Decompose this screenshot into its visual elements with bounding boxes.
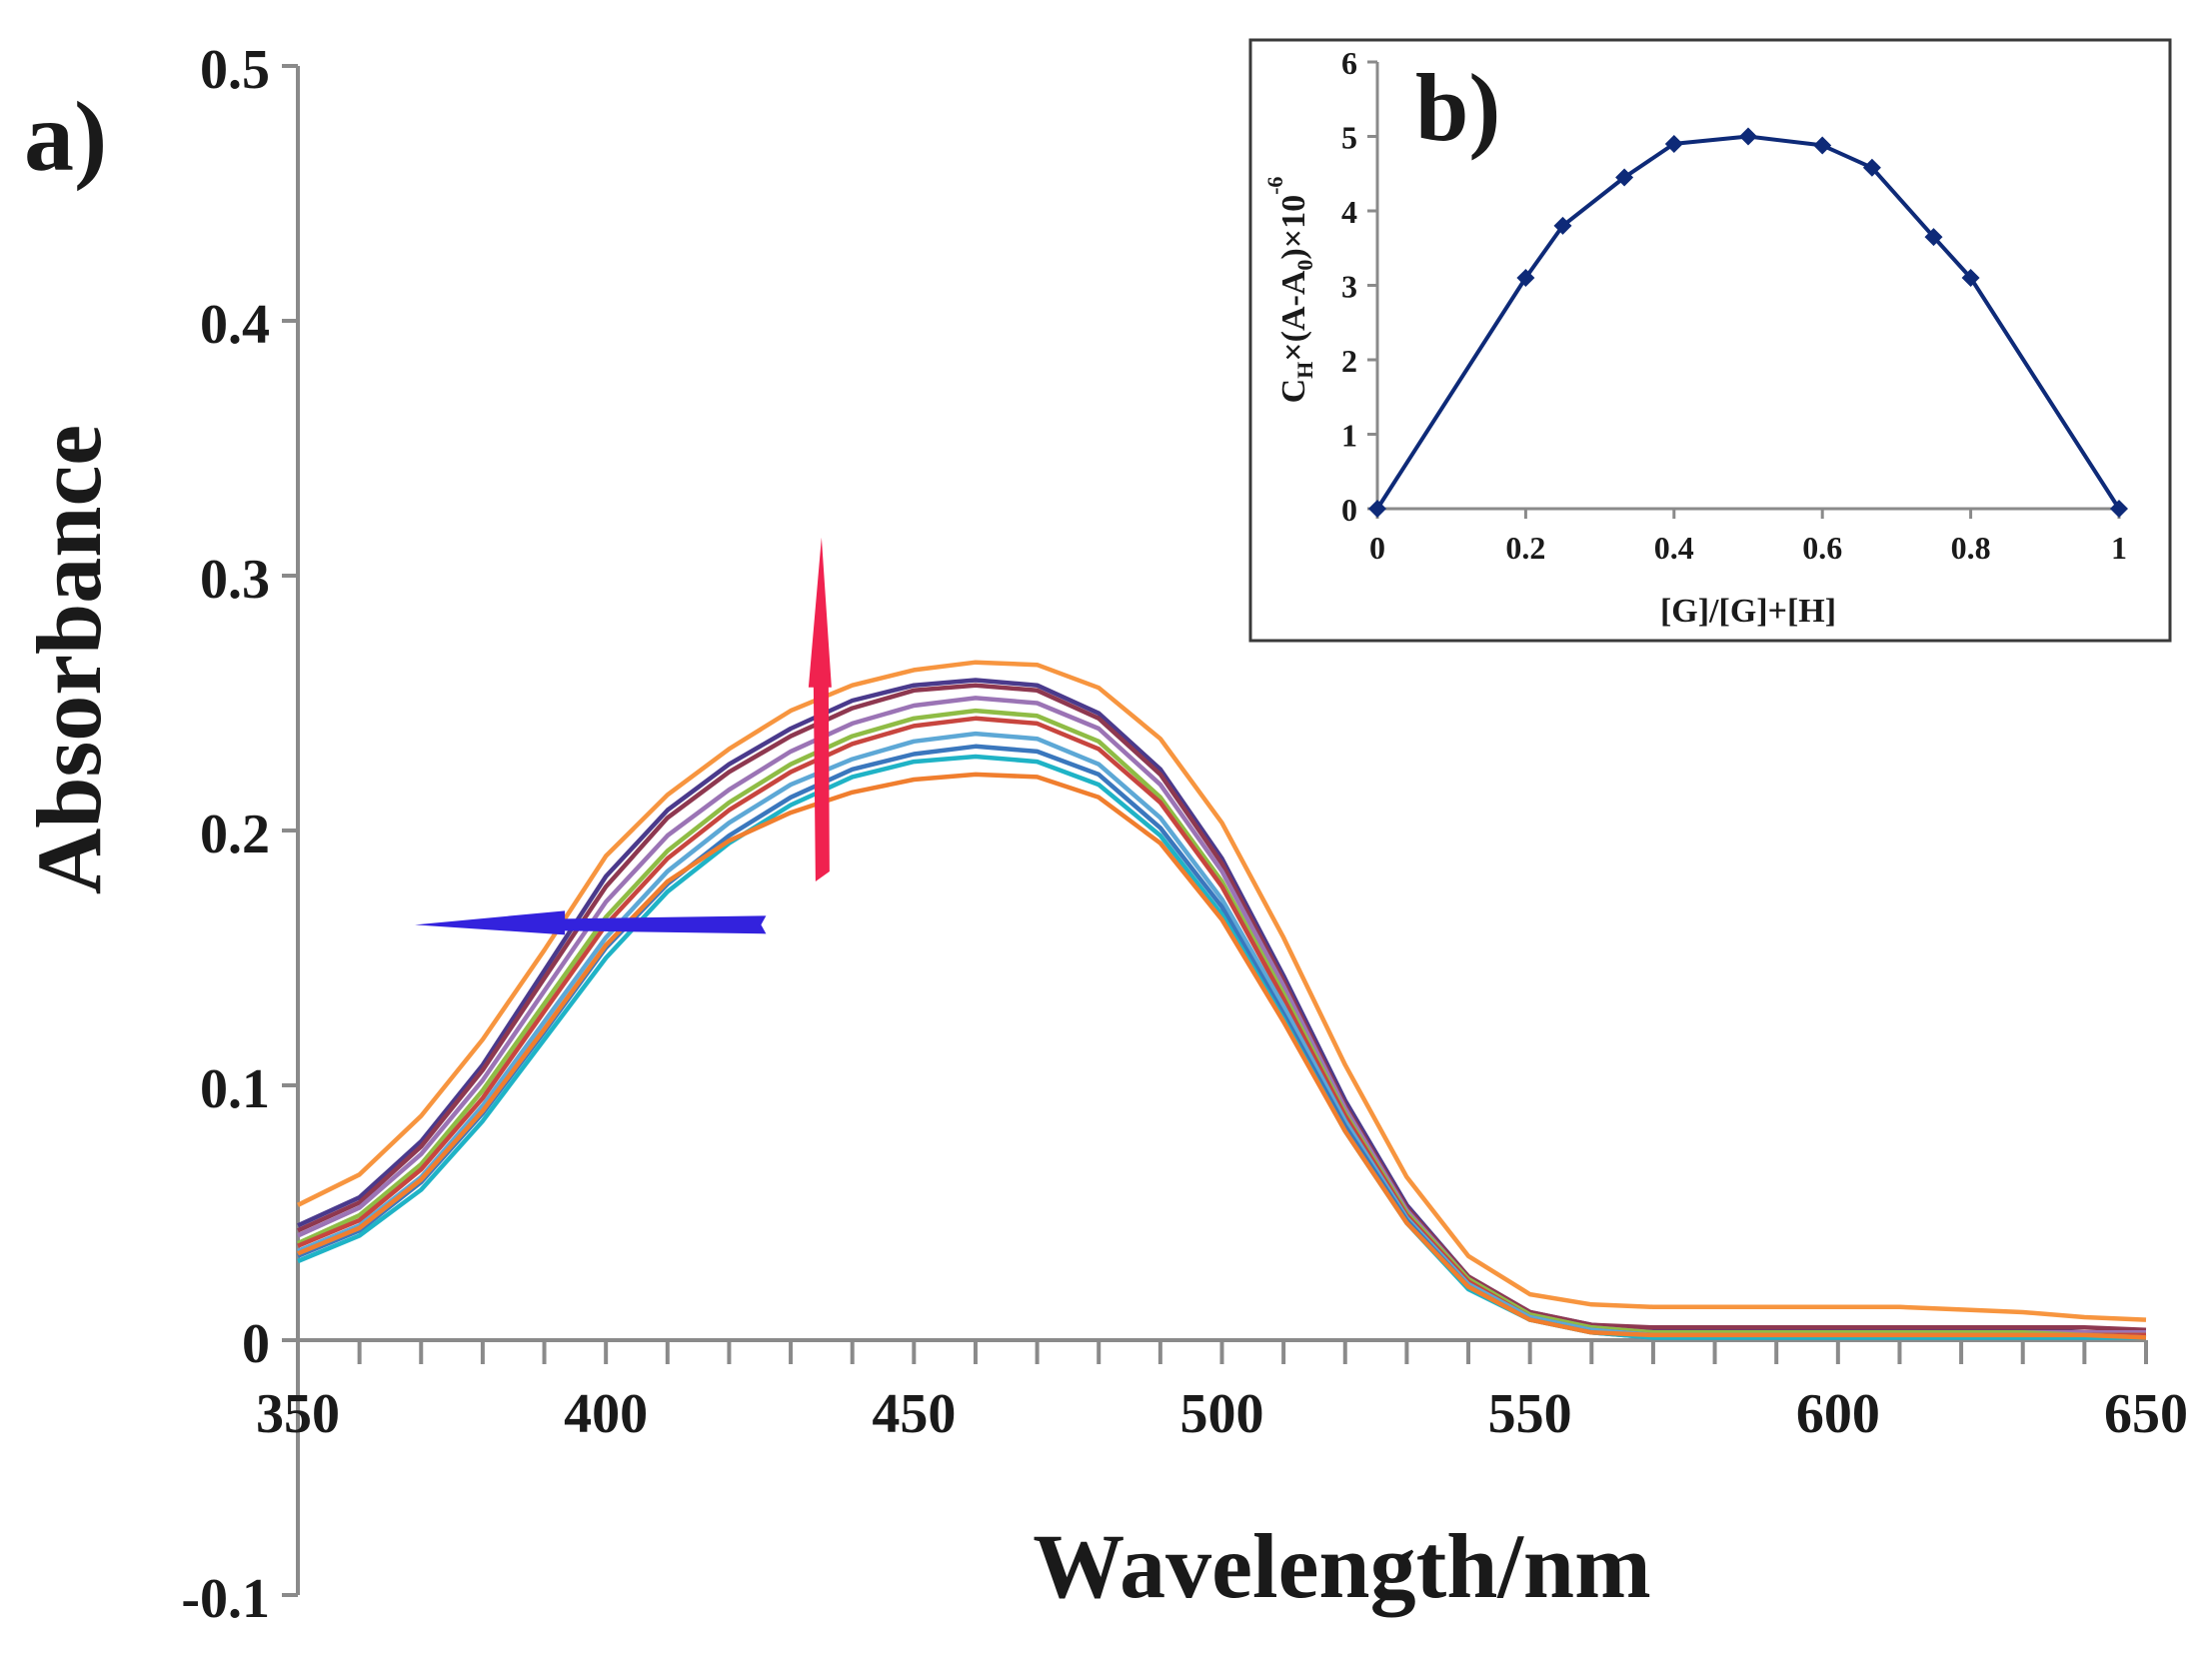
inset-data-point (1924, 228, 1943, 247)
inset-frame (1248, 38, 2172, 643)
inset-data-point (1862, 158, 1881, 177)
y-tick-label: 0 (242, 1313, 270, 1375)
y-tick-label: 0.3 (200, 549, 270, 611)
inset-data-point (1553, 216, 1572, 235)
x-tick-label: 500 (1180, 1383, 1264, 1445)
inset-data-point (1664, 134, 1683, 153)
x-tick-label: 550 (1488, 1383, 1572, 1445)
inset-x-tick-label: 0.8 (1951, 530, 1991, 566)
panel-label-a: a) (24, 81, 107, 192)
inset-x-tick-label: 0.6 (1802, 530, 1842, 566)
panel-label-b: b) (1415, 54, 1500, 161)
inset-data-point (1739, 127, 1757, 146)
inset-x-tick-label: 1 (2111, 530, 2127, 566)
y-tick-label: 0.2 (200, 804, 270, 865)
inset-y-axis-title: CH×(A-A0)×10-6 (1262, 177, 1317, 404)
inset-y-tick-label: 1 (1341, 418, 1357, 454)
x-tick-label: 650 (2104, 1383, 2188, 1445)
y-tick-label: 0.1 (200, 1058, 270, 1120)
inset-data-point (2110, 500, 2128, 518)
inset-data-point (1813, 136, 1832, 155)
inset-data-point (1516, 269, 1535, 288)
y-tick-label: 0.4 (200, 294, 270, 356)
y-tick-label: 0.5 (200, 39, 270, 101)
inset-data-point (1615, 168, 1634, 187)
series-line-10 (297, 772, 2147, 1340)
blue-left-arrow (415, 910, 767, 935)
y-axis-title: Absorbance (18, 425, 120, 894)
inset-y-tick-label: 5 (1341, 120, 1357, 156)
inset-x-tick-label: 0 (1369, 530, 1385, 566)
series-line-5 (297, 708, 2146, 1338)
inset-y-tick-label: 3 (1341, 269, 1357, 305)
inset-x-tick-label: 0.2 (1505, 530, 1545, 566)
y-tick-label: -0.1 (181, 1568, 270, 1630)
inset-y-tick-label: 4 (1341, 194, 1357, 230)
inset-x-axis-title: [G]/[G]+[H] (1660, 593, 1836, 630)
series-line-2 (297, 678, 2146, 1335)
x-tick-label: 600 (1796, 1383, 1880, 1445)
inset-x-tick-label: 0.4 (1654, 530, 1694, 566)
series-line-3 (297, 683, 2147, 1333)
series-line-8 (297, 744, 2146, 1340)
inset-data-point (1368, 500, 1386, 518)
x-tick-label: 400 (564, 1383, 648, 1445)
series-line-4 (297, 696, 2146, 1335)
x-tick-label: 450 (872, 1383, 956, 1445)
inset-y-tick-label: 0 (1341, 492, 1357, 528)
inset-y-tick-label: 6 (1341, 45, 1357, 81)
series-line-6 (297, 716, 2146, 1338)
x-tick-label: 350 (256, 1383, 340, 1445)
series-line-1 (297, 660, 2147, 1322)
series-line-9 (297, 754, 2146, 1340)
x-axis-title: Wavelength/nm (1033, 1515, 1650, 1617)
inset-y-tick-label: 2 (1341, 343, 1357, 379)
inset-data-point (1961, 269, 1980, 288)
inset-chart: 0 1 2 3 4 5 6 0 0.2 0.4 0.6 0.8 1 b) [G]/[G]+[H] CH×(A-… (1248, 38, 2172, 643)
red-up-arrow (808, 537, 832, 881)
